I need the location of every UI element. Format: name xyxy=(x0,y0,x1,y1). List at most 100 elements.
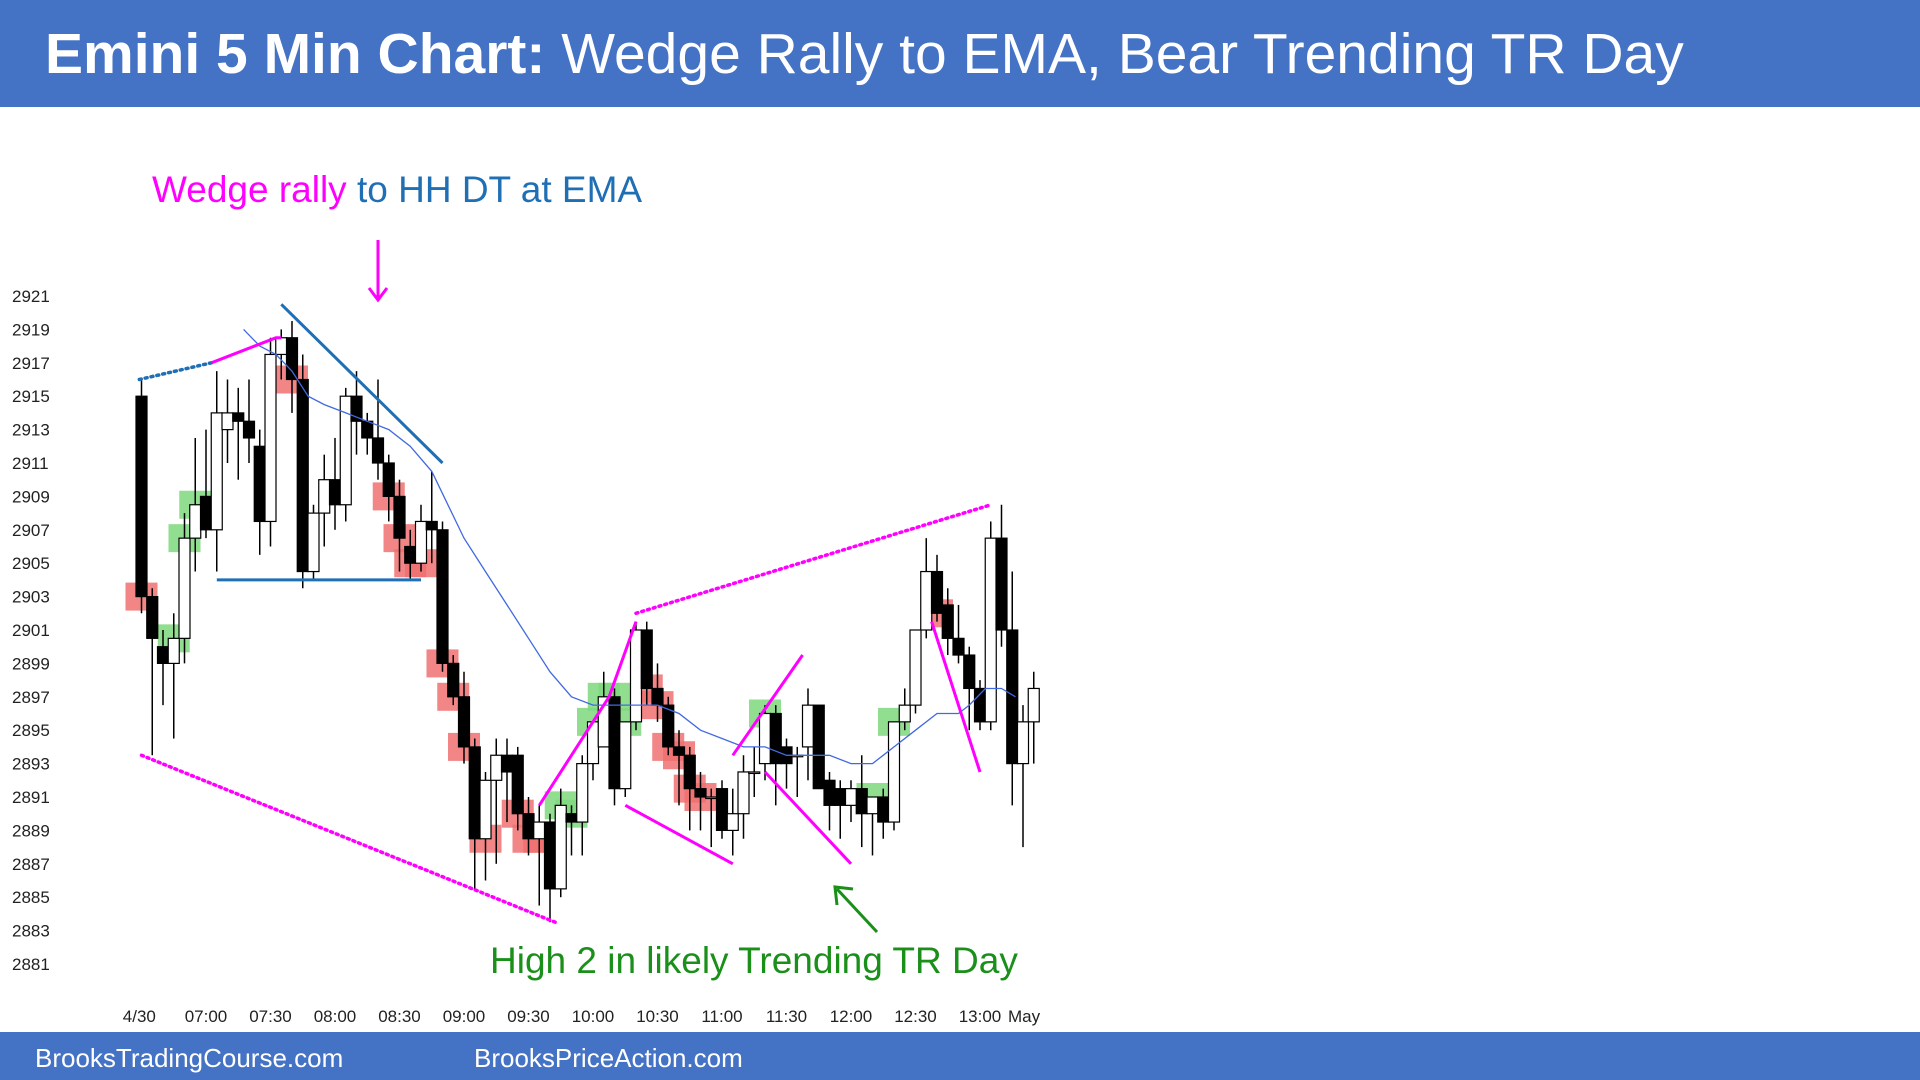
bull-candle-body xyxy=(221,412,234,431)
x-tick-label: 10:00 xyxy=(572,1007,615,1026)
bear-candle-body xyxy=(135,395,148,598)
bear-candle-body xyxy=(253,445,266,523)
bull-candle-body xyxy=(909,629,922,706)
y-tick-label: 2919 xyxy=(12,320,50,339)
bear-candle-body xyxy=(404,545,417,564)
bear-candle-body xyxy=(651,687,664,706)
candle xyxy=(973,680,987,731)
bear-candle-body xyxy=(930,570,944,614)
bull-candle-body xyxy=(275,337,288,356)
bear-candle-body xyxy=(447,662,460,698)
candle xyxy=(984,521,997,731)
candle xyxy=(952,604,965,664)
candle xyxy=(672,730,686,806)
bear-candle-body xyxy=(694,788,707,798)
bear-candle-body xyxy=(715,788,729,832)
candle xyxy=(823,771,836,831)
bear-candle-body xyxy=(683,754,696,790)
y-tick-label: 2887 xyxy=(12,855,50,874)
candle xyxy=(146,588,159,756)
candle xyxy=(285,321,299,413)
candle xyxy=(221,379,234,463)
candle xyxy=(167,613,180,739)
bull-candle-body xyxy=(619,721,632,790)
bear-candle-body xyxy=(242,420,256,439)
x-tick-label: 10:30 xyxy=(636,1007,679,1026)
candle xyxy=(457,671,471,764)
chart-title: Emini 5 Min Chart: Wedge Rally to EMA, B… xyxy=(45,20,1684,88)
trend-line xyxy=(280,303,444,465)
candle xyxy=(898,688,911,731)
trend-line xyxy=(763,770,853,865)
candle xyxy=(683,746,696,831)
candlestick-chart: 2921 2919 2917 2915 2913 2911 2909 2907 2905 2903… xyxy=(12,169,1041,1026)
candle xyxy=(350,371,363,455)
y-tick-label: 2909 xyxy=(12,487,50,506)
trend-line xyxy=(624,803,734,866)
footer-link-brookspriceaction[interactable]: BrooksPriceAction.com xyxy=(474,1043,743,1073)
bull-candle-body xyxy=(167,637,180,664)
y-tick-label: 2889 xyxy=(12,821,50,840)
footer-bar xyxy=(0,1032,1920,1080)
candle xyxy=(393,479,406,572)
bear-candle-body xyxy=(1006,629,1019,765)
y-tick-label: 2885 xyxy=(12,888,50,907)
bull-candle-body xyxy=(189,504,202,539)
x-tick-label: 07:00 xyxy=(185,1007,228,1026)
candle xyxy=(1027,671,1040,764)
bear-candle-body xyxy=(146,596,159,639)
candle xyxy=(705,788,718,848)
candle xyxy=(447,655,460,706)
candle xyxy=(511,746,524,831)
x-tick-label: May xyxy=(1008,1007,1041,1026)
candle xyxy=(844,780,858,823)
bear-candle-body xyxy=(393,495,406,539)
trend-line xyxy=(538,621,638,807)
y-tick-label: 2897 xyxy=(12,688,50,707)
candle xyxy=(629,621,643,731)
y-tick-label: 2883 xyxy=(12,922,50,941)
candle xyxy=(414,504,428,572)
candle xyxy=(834,780,847,839)
candle xyxy=(640,621,653,706)
bull-candle-body xyxy=(339,395,352,506)
candle xyxy=(296,354,309,589)
bear-candle-body xyxy=(877,796,890,823)
y-tick-label: 2881 xyxy=(12,955,50,974)
annotation-lines xyxy=(137,303,993,925)
dotted-trend-line xyxy=(139,753,558,925)
y-tick-label: 2903 xyxy=(12,588,50,607)
bear-candle-body xyxy=(285,337,299,381)
x-tick-label: 12:30 xyxy=(894,1007,937,1026)
candle xyxy=(232,387,245,480)
candle xyxy=(866,796,879,856)
y-tick-label: 2891 xyxy=(12,788,50,807)
bear-candle-body xyxy=(457,696,471,748)
bear-candle-body xyxy=(371,437,385,464)
y-tick-label: 2893 xyxy=(12,755,50,774)
footer-link-brookstradingcourse[interactable]: BrooksTradingCourse.com xyxy=(35,1043,344,1073)
bear-candle-body xyxy=(156,646,170,665)
x-tick-label: 09:30 xyxy=(507,1007,550,1026)
bear-candle-body xyxy=(995,537,1008,631)
candle xyxy=(855,755,868,848)
y-tick-label: 2913 xyxy=(12,421,50,440)
x-tick-label: 07:30 xyxy=(249,1007,292,1026)
bear-candle-body xyxy=(565,813,578,823)
bear-candle-body xyxy=(511,754,524,815)
bull-candle-body xyxy=(984,537,997,723)
bull-candle-body xyxy=(758,712,772,765)
candle xyxy=(371,379,385,480)
y-tick-label: 2905 xyxy=(12,554,50,573)
bull-candle-body xyxy=(318,479,331,514)
x-axis: 4/30 07:00 07:30 08:00 08:30 09:00 09:30 10:00 1… xyxy=(123,1007,1041,1026)
annotation-pink-text: Wedge rally xyxy=(152,169,347,210)
bull-candle-body xyxy=(737,771,750,815)
x-tick-label: 11:00 xyxy=(701,1007,742,1026)
bear-candle-body xyxy=(199,495,213,531)
candle xyxy=(328,437,342,530)
bull-candle-body xyxy=(844,788,858,806)
bear-candle-body xyxy=(468,746,481,840)
candle xyxy=(425,471,438,564)
trend-line xyxy=(731,654,804,757)
